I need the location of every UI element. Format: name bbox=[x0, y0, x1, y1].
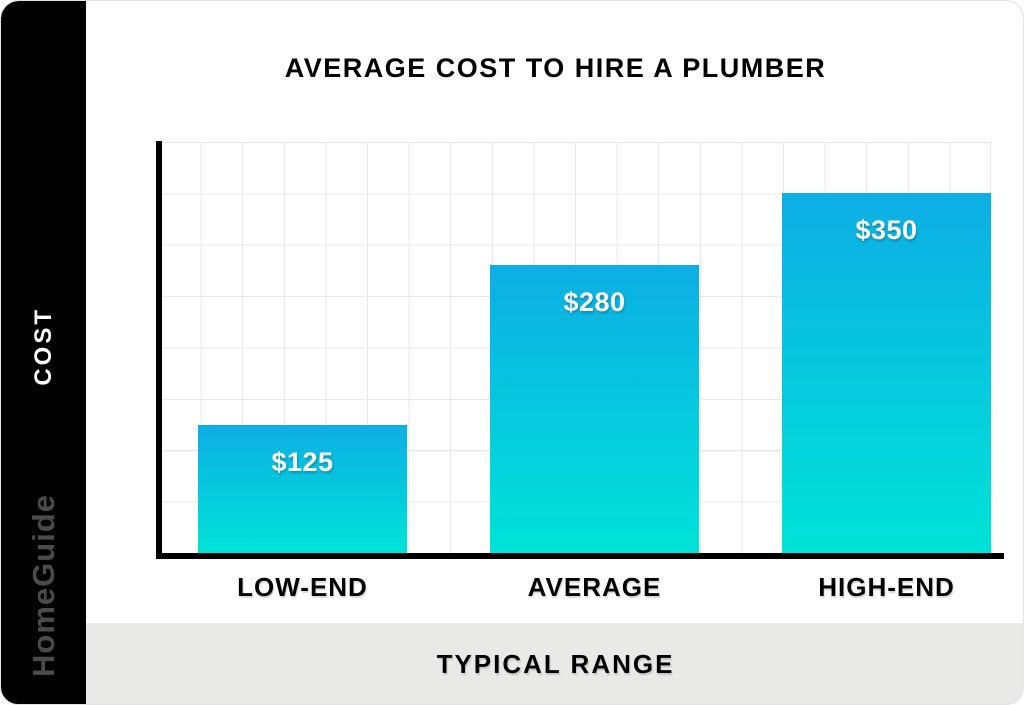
plot-grid: $125 $280 $350 bbox=[159, 142, 991, 553]
x-axis-title-text: TYPICAL RANGE bbox=[436, 649, 675, 679]
bar-value-average: $280 bbox=[563, 287, 626, 317]
y-axis-title: COST bbox=[1, 301, 86, 391]
brand-logo: HomeGuide bbox=[1, 469, 86, 701]
x-tick-label-low-end: LOW-END bbox=[237, 572, 368, 602]
y-axis-line bbox=[156, 141, 162, 559]
bar-low-end: $125 bbox=[198, 425, 407, 553]
x-tick-label-average: AVERAGE bbox=[527, 572, 662, 602]
bar-value-high-end: $350 bbox=[855, 215, 918, 245]
y-axis-title-text: COST bbox=[29, 306, 57, 386]
x-axis-title-band: TYPICAL RANGE bbox=[86, 623, 1023, 704]
x-tick-label-high-end: HIGH-END bbox=[818, 572, 955, 602]
brand-logo-text: HomeGuide bbox=[25, 493, 61, 677]
chart-title: AVERAGE COST TO HIRE A PLUMBER bbox=[284, 53, 827, 83]
bar-average: $280 bbox=[490, 265, 699, 553]
sidebar: COST HomeGuide bbox=[1, 1, 86, 704]
x-axis-line bbox=[156, 553, 1004, 559]
bar-value-low-end: $125 bbox=[271, 447, 334, 477]
bar-high-end: $350 bbox=[782, 193, 991, 553]
